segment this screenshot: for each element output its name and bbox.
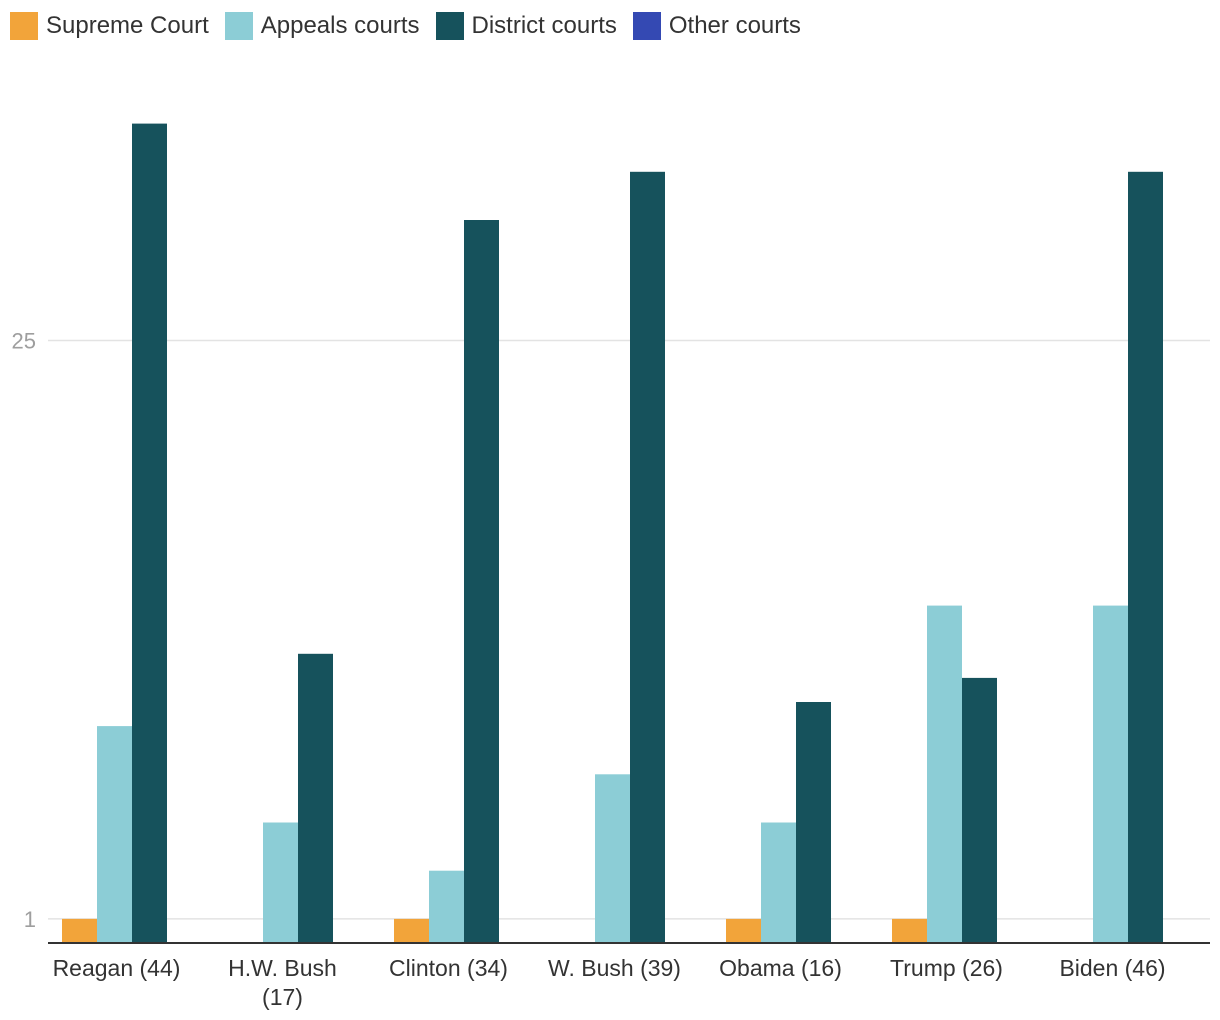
legend-swatch: [224, 12, 253, 40]
bar-district-courts[interactable]: [464, 220, 499, 943]
legend-swatch: [632, 12, 661, 40]
legend-label: Other courts: [668, 12, 801, 39]
bar-appeals-courts[interactable]: [429, 870, 464, 943]
bar-supreme-court[interactable]: [726, 918, 761, 943]
x-tick-label: Clinton (34): [389, 955, 508, 981]
legend-item-appeals-courts[interactable]: Appeals courts: [224, 12, 420, 40]
bar-district-courts[interactable]: [132, 123, 167, 944]
bars: [62, 123, 1163, 944]
y-tick-label: 25: [12, 329, 36, 354]
bar-appeals-courts[interactable]: [263, 822, 298, 944]
legend-label: Supreme Court: [46, 12, 209, 39]
bar-district-courts[interactable]: [298, 653, 333, 943]
legend-item-other-courts[interactable]: Other courts: [632, 12, 801, 40]
x-tick-label: Obama (16): [719, 955, 842, 981]
bar-appeals-courts[interactable]: [595, 774, 630, 943]
legend-label: District courts: [471, 12, 617, 39]
x-tick-label: Reagan (44): [53, 955, 181, 981]
legend-item-district-courts[interactable]: District courts: [435, 12, 617, 40]
bar-appeals-courts[interactable]: [927, 605, 962, 943]
bar-district-courts[interactable]: [1128, 171, 1163, 944]
x-axis: Reagan (44) H.W. Bush (17) Clinton (34) W. B…: [48, 942, 1210, 1010]
bar-district-courts[interactable]: [630, 171, 665, 944]
x-tick-label: (17): [262, 984, 303, 1010]
legend-swatch: [435, 12, 464, 40]
bar-supreme-court[interactable]: [394, 918, 429, 943]
x-tick-label: Trump (26): [890, 955, 1003, 981]
bar-appeals-courts[interactable]: [1093, 605, 1128, 943]
legend-item-supreme-court[interactable]: Supreme Court: [10, 12, 209, 40]
bar-appeals-courts[interactable]: [761, 822, 796, 944]
chart-legend: Supreme Court Appeals courts District co…: [10, 10, 817, 42]
bar-district-courts[interactable]: [796, 702, 831, 943]
y-tick-label: 1: [24, 907, 36, 932]
legend-swatch: [10, 12, 38, 40]
bar-appeals-courts[interactable]: [97, 726, 132, 943]
legend-label: Appeals courts: [260, 12, 420, 39]
x-tick-label: W. Bush (39): [548, 955, 681, 981]
bar-district-courts[interactable]: [962, 677, 997, 943]
bar-supreme-court[interactable]: [892, 918, 927, 943]
x-tick-label: H.W. Bush: [228, 955, 337, 981]
bar-supreme-court[interactable]: [62, 918, 97, 943]
x-tick-label: Biden (46): [1059, 955, 1165, 981]
